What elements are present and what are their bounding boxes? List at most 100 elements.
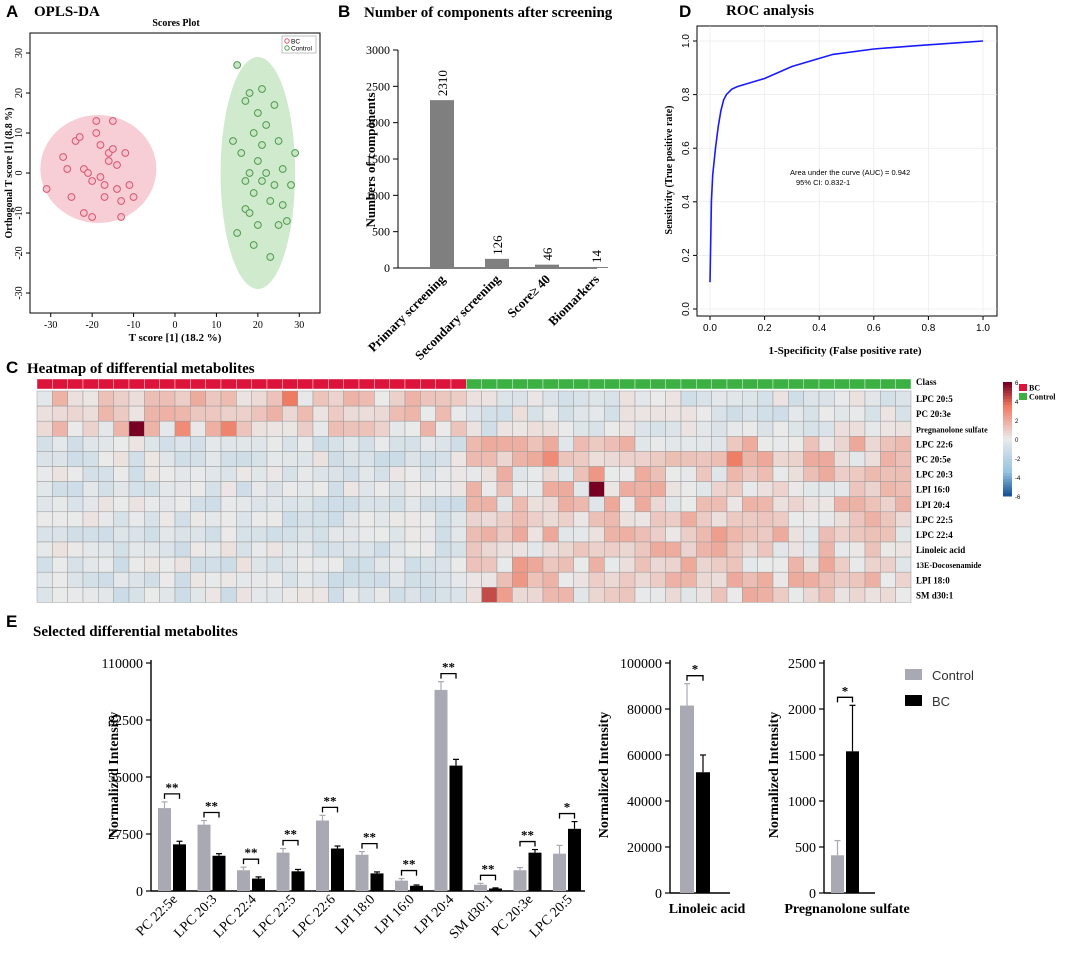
heatmap-cell: [573, 571, 590, 588]
heatmap-cell: [573, 436, 590, 452]
heatmap-cell: [527, 390, 544, 407]
heatmap-cell: [466, 511, 482, 528]
heatmap-cell: [680, 571, 697, 588]
heatmap-cell: [726, 436, 743, 452]
heatmap-cell: [757, 526, 774, 543]
heatmap-cell: [864, 511, 881, 528]
heatmap-scale-step: [1003, 467, 1012, 471]
heatmap-cell: [512, 390, 528, 407]
heatmap-cell: [82, 571, 99, 588]
heatmap-cell: [849, 481, 866, 497]
heatmap-cell: [466, 390, 482, 407]
heatmap-cell: [144, 390, 160, 407]
heatmap-cell: [190, 436, 206, 452]
expression-bar-control: [158, 808, 171, 891]
heatmap-cell: [726, 420, 743, 437]
panel-a-xtick-label: 20: [253, 320, 263, 331]
heatmap-cell: [726, 511, 743, 528]
heatmap-cell: [588, 526, 605, 543]
heatmap-cell: [282, 466, 298, 482]
heatmap-scale-step: [1003, 410, 1012, 414]
heatmap-cell: [435, 571, 452, 588]
heatmap-cell: [404, 451, 421, 467]
heatmap-cell: [665, 436, 682, 452]
heatmap-cell: [113, 466, 130, 482]
heatmap-cell: [803, 481, 820, 497]
heatmap-cell: [297, 451, 314, 467]
heatmap-cell: [711, 587, 728, 603]
heatmap-cell: [450, 541, 467, 558]
panel-e-selected-metabolites: Selected differential metabolites 0 27500…: [33, 624, 974, 942]
score-point-control: [229, 137, 237, 145]
heatmap-cell: [711, 511, 728, 528]
heatmap-cell: [696, 405, 712, 422]
heatmap-cell: [496, 405, 513, 422]
heatmap-cell: [772, 526, 789, 543]
heatmap-cell: [849, 556, 866, 573]
panel-d-frame: [696, 25, 998, 317]
panel-e-category-label: LPC 22:6: [290, 892, 339, 941]
heatmap-cell: [696, 496, 712, 513]
heatmap-class-cell: [144, 378, 160, 390]
heatmap-cell: [358, 496, 375, 513]
heatmap-cell: [450, 511, 467, 528]
heatmap-cell: [665, 541, 682, 558]
panel-e-ytick-label: 20000: [627, 841, 662, 856]
score-point-bc: [113, 185, 121, 193]
heatmap-cell: [481, 420, 498, 437]
heatmap-cell: [343, 451, 360, 467]
heatmap-cell: [757, 420, 774, 437]
heatmap-cell: [573, 405, 590, 422]
heatmap-cell: [619, 571, 636, 588]
heatmap-cell: [297, 511, 314, 528]
heatmap-row-label: LPC 20:5: [916, 394, 953, 404]
heatmap-cell: [251, 556, 268, 573]
heatmap-cell: [542, 451, 559, 467]
heatmap-cell: [420, 390, 436, 407]
heatmap-cell: [788, 451, 804, 467]
score-point-bc: [88, 177, 97, 185]
heatmap-cell: [450, 436, 467, 452]
heatmap-cell: [220, 451, 237, 467]
heatmap-cell: [128, 587, 145, 603]
heatmap-class-cell: [772, 378, 789, 390]
heatmap-cell: [297, 436, 314, 452]
heatmap-class-cell: [389, 378, 406, 390]
expression-bar-control: [474, 884, 487, 891]
heatmap-cell: [818, 496, 835, 513]
panel-d-ylabel: Sensitivity (True positive rate): [664, 106, 675, 235]
heatmap-cell: [36, 511, 53, 528]
heatmap-cell: [619, 511, 636, 528]
heatmap-cell: [374, 571, 390, 588]
heatmap-cell: [312, 526, 329, 543]
heatmap-cell: [527, 496, 544, 513]
score-point-bc: [96, 173, 105, 181]
heatmap-legend-bc-swatch: [1019, 384, 1027, 391]
heatmap-cell: [558, 390, 574, 407]
panel-a-scores-plot: OPLS-DA Scores Plot -30 -20 -10 0 10 20 30 -30 -…: [4, 4, 321, 344]
heatmap-cell: [803, 526, 820, 543]
heatmap-cell: [895, 451, 912, 467]
heatmap-cell: [466, 541, 482, 558]
heatmap-cell: [588, 405, 605, 422]
heatmap-cell: [297, 526, 314, 543]
heatmap-scale-step: [1003, 464, 1012, 468]
heatmap-cell: [880, 496, 896, 513]
heatmap-cell: [604, 481, 620, 497]
heatmap-row-label: PC 20:3e: [916, 409, 951, 419]
heatmap-scale-step: [1003, 461, 1012, 466]
panel-a-legend-box: [281, 35, 317, 54]
heatmap-cell: [144, 405, 160, 422]
heatmap-cell: [174, 496, 191, 513]
expression-bar-bc: [528, 852, 542, 891]
heatmap-scale-step: [1003, 470, 1012, 474]
panel-d-xlabel: 1-Specificity (False positive rate): [768, 345, 921, 357]
heatmap-cell: [481, 405, 498, 422]
heatmap-cell: [849, 466, 866, 482]
heatmap-cell: [895, 436, 912, 452]
heatmap-class-cell: [343, 378, 360, 390]
heatmap-cell: [512, 420, 528, 437]
roc-xtick-label: 0.6: [867, 323, 881, 334]
heatmap-cell: [634, 526, 651, 543]
heatmap-cell: [251, 405, 268, 422]
